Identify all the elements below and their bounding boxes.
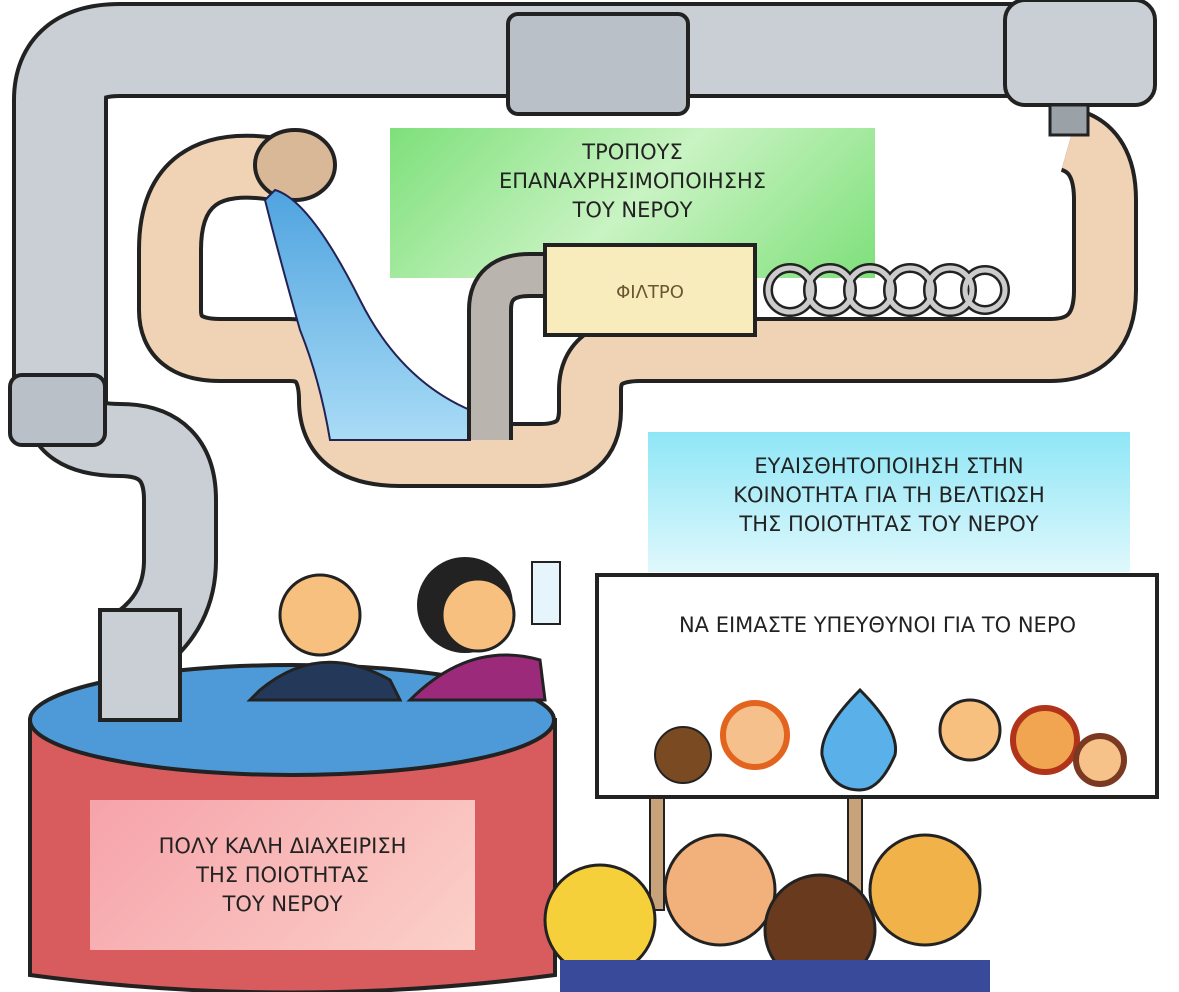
child [655, 727, 711, 783]
filter-label: ΦΙΛΤΡΟ [570, 272, 730, 312]
text-line: ΤΗΣ ΠΟΙΟΤΗΤΑΣ ΤΟΥ ΝΕΡΟΥ [648, 510, 1130, 539]
person [940, 700, 1000, 760]
person [665, 835, 775, 945]
text-line: ΚΟΙΝΟΤΗΤΑ ΓΙΑ ΤΗ ΒΕΛΤΙΩΣΗ [648, 481, 1130, 510]
text-line: ΠΟΛΥ ΚΑΛΗ ΔΙΑΧΕΙΡΙΣΗ [90, 832, 475, 861]
person [442, 579, 514, 651]
awareness-box: ΕΥΑΙΣΘΗΤΟΠΟΙΗΣΗ ΣΤΗΝ ΚΟΙΝΟΤΗΤΑ ΓΙΑ ΤΗ ΒΕ… [648, 440, 1130, 550]
sign-post [650, 790, 664, 910]
text-line: ΤΗΣ ΠΟΙΟΤΗΤΑΣ [90, 861, 475, 890]
sign-text: ΝΑ ΕΙΜΑΣΤΕ ΥΠΕΥΘΥΝΟΙ ΓΙΑ ΤΟ ΝΕΡΟ [600, 605, 1155, 645]
text-line: ΕΥΑΙΣΘΗΤΟΠΟΙΗΣΗ ΣΤΗΝ [648, 452, 1130, 481]
illustration: ΤΡΟΠΟΥΣ ΕΠΑΝΑΧΡΗΣΙΜΟΠΟΙΗΣΗΣ ΤΟΥ ΝΕΡΟΥ ΦΙ… [0, 0, 1179, 992]
person [1013, 708, 1077, 772]
management-box: ΠΟΛΥ ΚΑΛΗ ΔΙΑΧΕΙΡΙΣΗ ΤΗΣ ΠΟΙΟΤΗΤΑΣ ΤΟΥ Ν… [90, 800, 475, 950]
crowd-bodies [560, 960, 990, 992]
person [545, 865, 655, 975]
water-stream [265, 190, 470, 440]
child [723, 703, 787, 767]
person [280, 575, 360, 655]
text-line: ΤΟΥ ΝΕΡΟΥ [90, 890, 475, 919]
glass [532, 562, 560, 624]
gray-pipe [100, 610, 180, 720]
person [870, 835, 980, 945]
child [1076, 736, 1124, 784]
